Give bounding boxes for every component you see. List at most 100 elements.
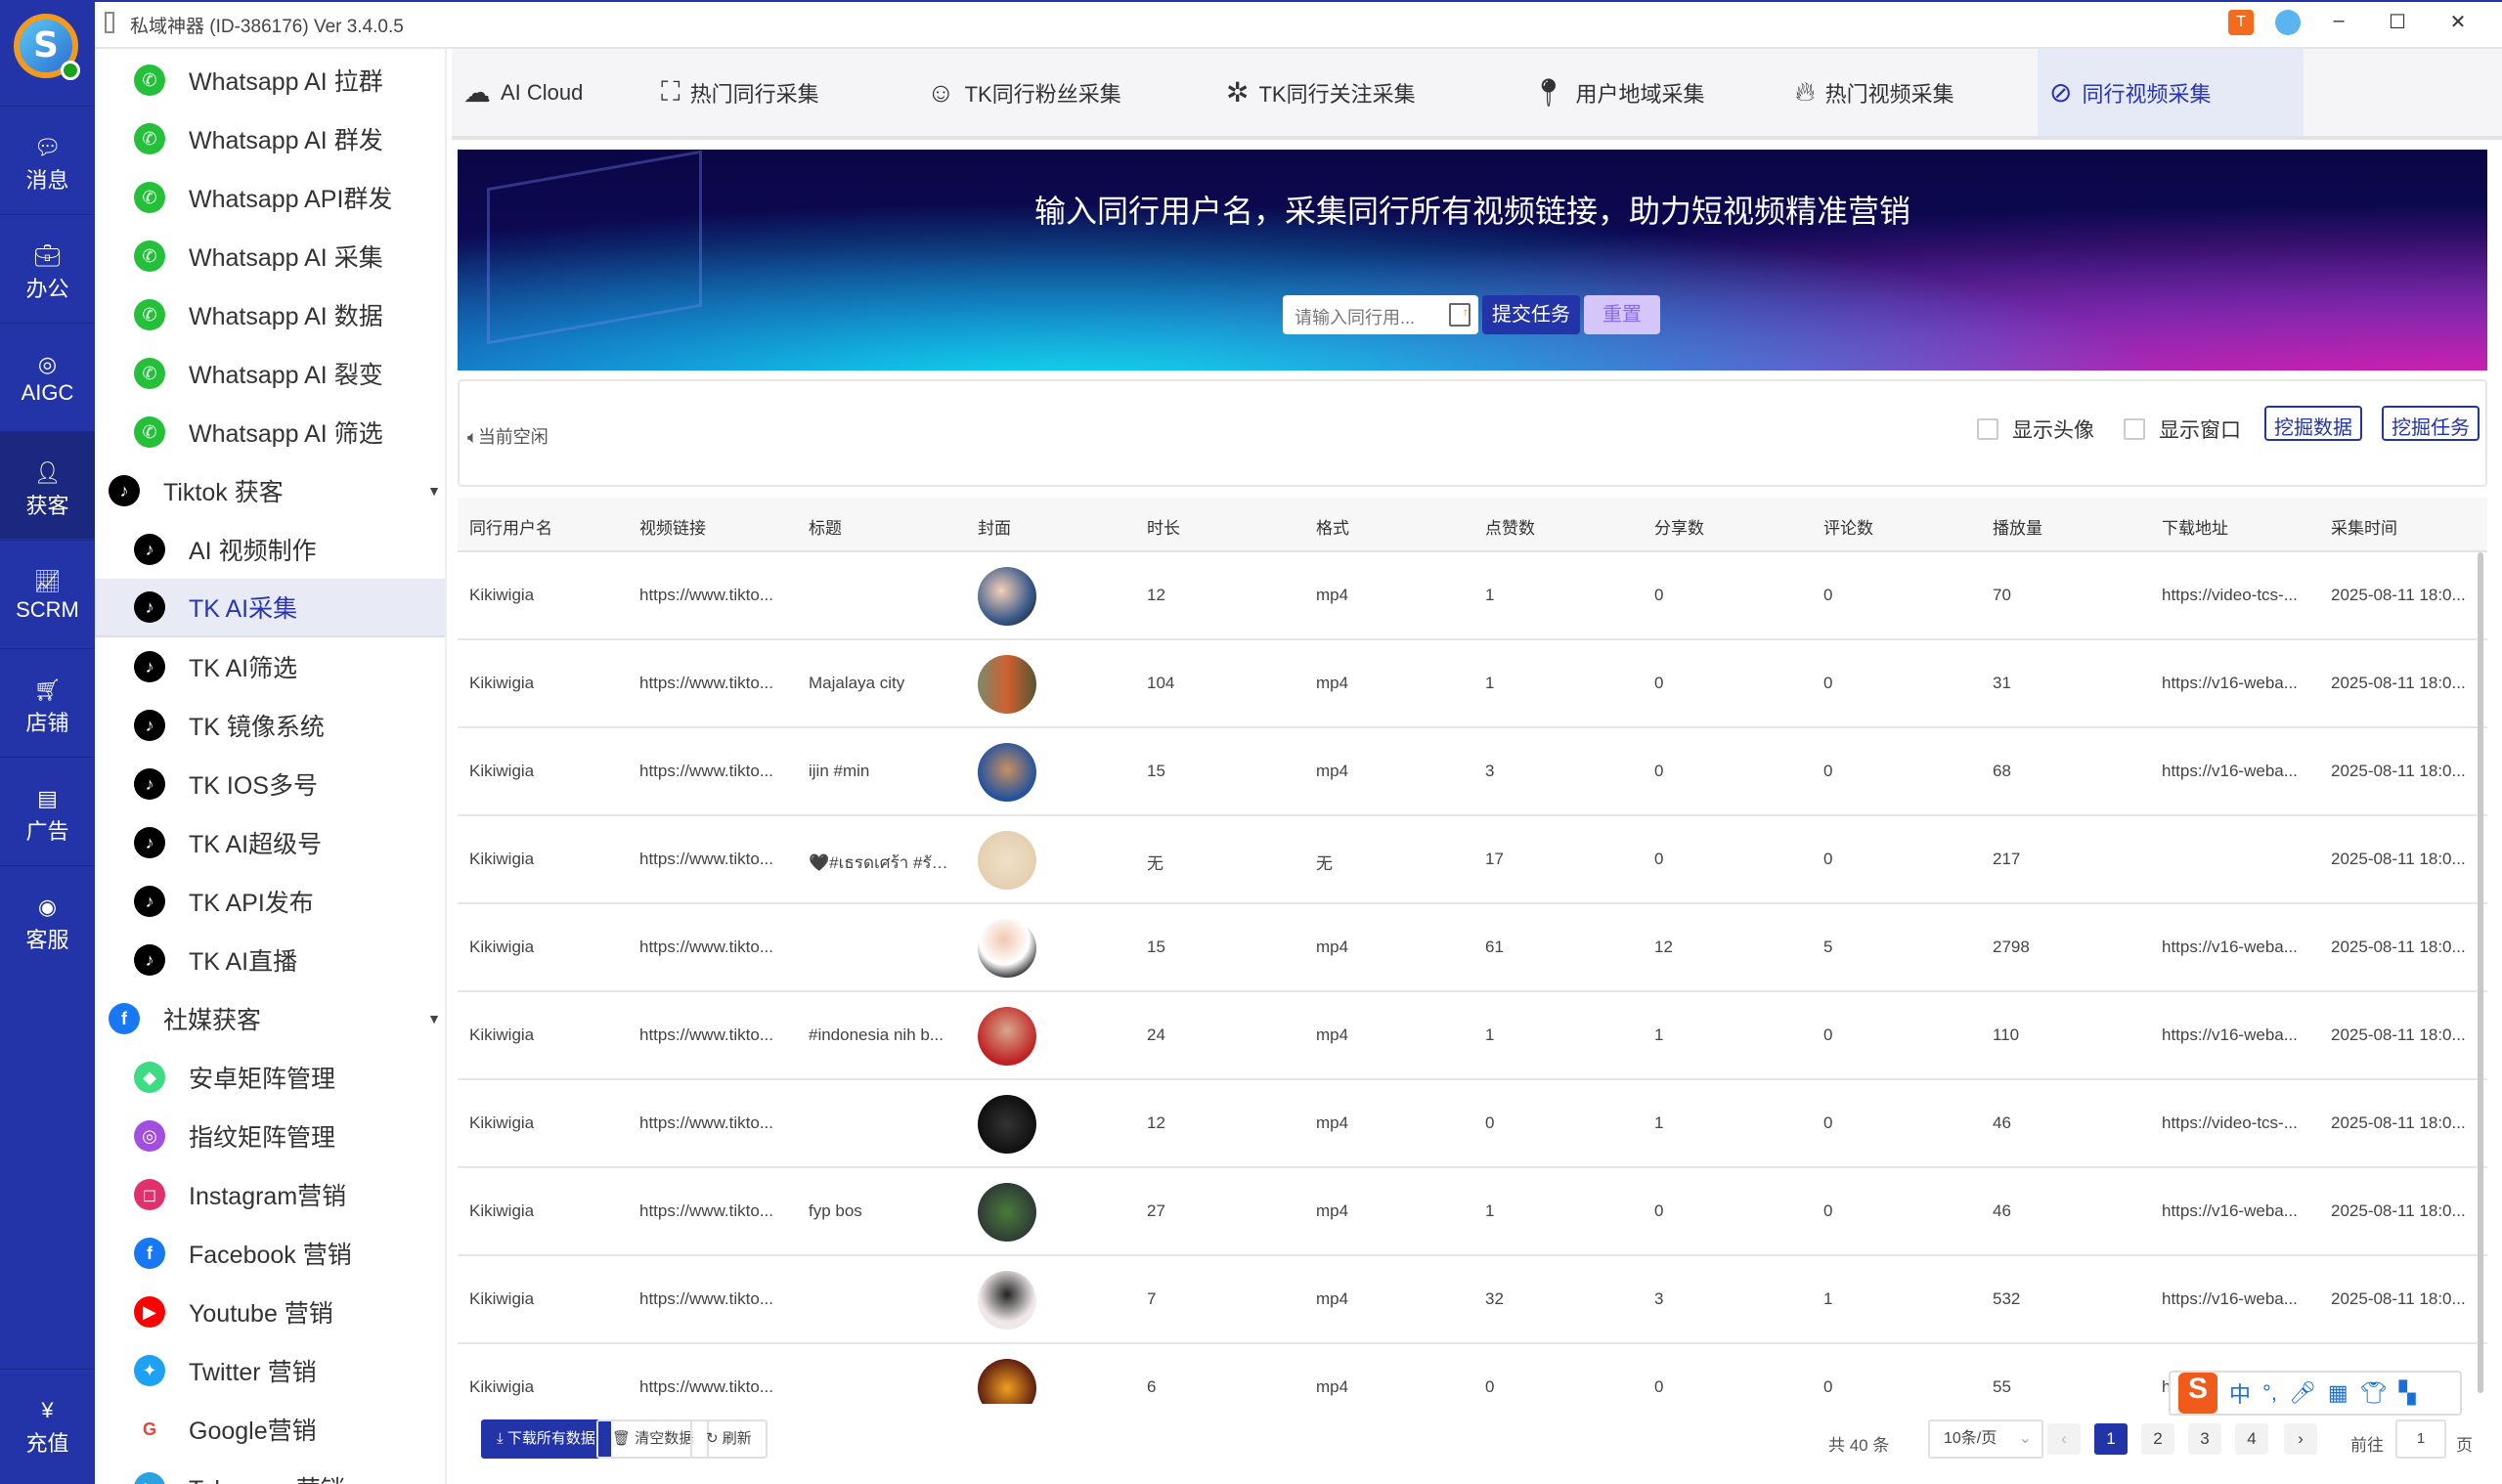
reset-button[interactable]: 重置 xyxy=(1584,295,1660,334)
tab-6[interactable]: ⊘ 同行视频采集 xyxy=(2038,49,2304,136)
table-row[interactable]: Kikiwigia https://www.tikto... Majalaya ci… xyxy=(458,640,2487,728)
page-button-2[interactable]: 2 xyxy=(2141,1423,2174,1455)
prev-page-button[interactable]: ‹ xyxy=(2047,1423,2081,1455)
video-link-cell[interactable]: https://www.tikto... xyxy=(639,1201,773,1220)
table-row[interactable]: Kikiwigia https://www.tikto... #indonesia … xyxy=(458,992,2487,1080)
cover-thumbnail[interactable] xyxy=(978,1183,1036,1242)
submenu-item-18[interactable]: ◎ 指纹矩阵管理 xyxy=(95,1107,445,1165)
column-header[interactable]: 时长 xyxy=(1147,519,1180,538)
column-header[interactable]: 采集时间 xyxy=(2331,519,2397,538)
clear-data-button[interactable]: 🗑︎ 清空数据 xyxy=(596,1419,710,1459)
tab-2[interactable]: ☺︎ TK同行粉丝采集 xyxy=(915,49,1133,136)
rail-item-recharge[interactable]: ¥ 充值 xyxy=(0,1369,95,1476)
page-size-select[interactable]: 10条/页 ⌄ xyxy=(1928,1419,2043,1459)
column-header[interactable]: 评论数 xyxy=(1823,519,1873,538)
submenu-item-0[interactable]: ✆ Whatsapp AI 拉群 xyxy=(95,51,445,109)
show-avatar-checkbox[interactable]: 显示头像 xyxy=(1977,415,2094,444)
download-url-cell[interactable]: https://video-tcs-... xyxy=(2162,1113,2298,1132)
submenu-item-10[interactable]: ♪ TK AI筛选 xyxy=(95,637,445,696)
video-link-cell[interactable]: https://www.tikto... xyxy=(639,1289,773,1308)
video-link-cell[interactable]: https://www.tikto... xyxy=(639,1377,773,1396)
microphone-icon[interactable]: 🎤︎ xyxy=(2288,1380,2316,1405)
table-row[interactable]: Kikiwigia https://www.tikto... fyp bos 27 mp… xyxy=(458,1168,2487,1256)
column-header[interactable]: 标题 xyxy=(809,519,842,538)
download-url-cell[interactable]: https://v16-weba... xyxy=(2162,674,2298,692)
ime-lang[interactable]: 中 xyxy=(2229,1382,2252,1407)
submenu-item-3[interactable]: ✆ Whatsapp AI 采集 xyxy=(95,227,445,285)
cover-thumbnail[interactable] xyxy=(978,743,1036,802)
video-link-cell[interactable]: https://www.tikto... xyxy=(639,586,773,604)
tab-3[interactable]: ✲ TK同行关注采集 xyxy=(1214,49,1427,136)
submenu-item-17[interactable]: ◆ 安卓矩阵管理 xyxy=(95,1048,445,1107)
submenu-item-20[interactable]: f Facebook 营销 xyxy=(95,1224,445,1283)
submenu-item-5[interactable]: ✆ Whatsapp AI 裂变 xyxy=(95,344,445,403)
submenu-item-23[interactable]: G Google营销 xyxy=(95,1400,445,1459)
video-link-cell[interactable]: https://www.tikto... xyxy=(639,1113,773,1132)
tab-1[interactable]: ⛶ 热门同行采集 xyxy=(649,49,831,136)
ime-toolbar[interactable]: S 中 °, 🎤︎ ▦ 👕︎ ▚ xyxy=(2169,1371,2462,1416)
table-row[interactable]: Kikiwigiahttps://www.tikto...6mp400055h.… xyxy=(458,1344,2487,1404)
mine-data-button[interactable]: 挖掘数据 xyxy=(2264,406,2362,441)
submenu-item-16[interactable]: f 社媒获客 ▼ xyxy=(95,989,445,1048)
video-link-cell[interactable]: https://www.tikto... xyxy=(639,938,773,956)
submenu-item-11[interactable]: ♪ TK 镜像系统 xyxy=(95,696,445,755)
mine-task-button[interactable]: 挖掘任务 xyxy=(2382,406,2480,441)
rail-item-5[interactable]: 🛒︎ 店铺 xyxy=(0,648,95,756)
column-header[interactable]: 封面 xyxy=(978,519,1011,538)
download-url-cell[interactable]: https://v16-weba... xyxy=(2162,1026,2298,1044)
download-url-cell[interactable]: https://v16-weba... xyxy=(2162,1289,2298,1308)
close-button[interactable]: ✕ xyxy=(2449,12,2467,33)
submenu-item-22[interactable]: ✦ Twitter 营销 xyxy=(95,1341,445,1400)
minimize-button[interactable]: – xyxy=(2333,10,2345,31)
table-row[interactable]: Kikiwigia https://www.tikto... 7 mp4 32 3 1 532… xyxy=(458,1256,2487,1344)
table-row[interactable]: Kikiwigia https://www.tikto... 15 mp4 61 12 5 2… xyxy=(458,904,2487,992)
tab-0[interactable]: ☁︎ AI Cloud xyxy=(452,49,594,136)
submenu-item-15[interactable]: ♪ TK AI直播 xyxy=(95,931,445,989)
submit-task-button[interactable]: 提交任务 xyxy=(1482,295,1580,334)
cover-thumbnail[interactable] xyxy=(978,1095,1036,1154)
download-url-cell[interactable]: https://v16-weba... xyxy=(2162,762,2298,780)
submenu-item-14[interactable]: ♪ TK API发布 xyxy=(95,872,445,931)
column-header[interactable]: 点赞数 xyxy=(1485,519,1535,538)
page-button-4[interactable]: 4 xyxy=(2235,1423,2268,1455)
download-url-cell[interactable]: https://v16-weba... xyxy=(2162,1201,2298,1220)
refresh-button[interactable]: ↻ 刷新 xyxy=(690,1419,768,1459)
column-header[interactable]: 格式 xyxy=(1316,519,1349,538)
cover-thumbnail[interactable] xyxy=(978,919,1036,978)
rail-item-0[interactable]: 💬︎ 消息 xyxy=(0,106,95,213)
goto-page-input[interactable]: 1 xyxy=(2395,1419,2446,1459)
rail-item-3[interactable]: 👤︎ 获客 xyxy=(0,431,95,539)
table-scrollbar[interactable] xyxy=(2478,552,2483,1393)
submenu-item-7[interactable]: ♪ Tiktok 获客 ▼ xyxy=(95,461,445,520)
user-avatar-icon[interactable] xyxy=(2275,10,2301,35)
apps-grid-icon[interactable]: ▚ xyxy=(2398,1380,2416,1405)
rail-item-4[interactable]: 📈︎ SCRM xyxy=(0,540,95,647)
username-input[interactable]: 请输入同行用... ↑ xyxy=(1283,295,1478,334)
column-header[interactable]: 下载地址 xyxy=(2162,519,2228,538)
table-row[interactable]: Kikiwigia https://www.tikto... 🖤#เธรดเศร้า… xyxy=(458,816,2487,904)
download-url-cell[interactable]: https://video-tcs-... xyxy=(2162,586,2298,604)
submenu-item-19[interactable]: ◻ Instagram营销 xyxy=(95,1165,445,1224)
submenu-item-12[interactable]: ♪ TK IOS多号 xyxy=(95,755,445,813)
submenu-item-2[interactable]: ✆ Whatsapp API群发 xyxy=(95,168,445,227)
tab-4[interactable]: 📍︎ 用户地域采集 xyxy=(1519,49,1717,136)
checkbox-box[interactable] xyxy=(1977,418,1998,440)
table-row[interactable]: Kikiwigia https://www.tikto... 12 mp4 0 1 0 46 h… xyxy=(458,1080,2487,1168)
cover-thumbnail[interactable] xyxy=(978,1271,1036,1330)
keyboard-icon[interactable]: ▦ xyxy=(2327,1380,2348,1405)
submenu-item-13[interactable]: ♪ TK AI超级号 xyxy=(95,813,445,872)
cover-thumbnail[interactable] xyxy=(978,1007,1036,1066)
video-link-cell[interactable]: https://www.tikto... xyxy=(639,762,773,780)
caret-down-icon[interactable]: ▼ xyxy=(427,1011,441,1026)
submenu-item-9[interactable]: ♪ TK AI采集 xyxy=(95,579,445,637)
submenu-item-1[interactable]: ✆ Whatsapp AI 群发 xyxy=(95,109,445,168)
next-page-button[interactable]: › xyxy=(2284,1423,2317,1455)
skin-icon[interactable]: 👕︎ xyxy=(2359,1380,2388,1405)
page-button-1[interactable]: 1 xyxy=(2094,1423,2128,1455)
submenu-item-21[interactable]: ▶ Youtube 营销 xyxy=(95,1283,445,1341)
submenu-item-6[interactable]: ✆ Whatsapp AI 筛选 xyxy=(95,403,445,461)
ime-punct[interactable]: °, xyxy=(2262,1380,2277,1405)
caret-down-icon[interactable]: ▼ xyxy=(427,483,441,499)
submenu-item-4[interactable]: ✆ Whatsapp AI 数据 xyxy=(95,285,445,344)
show-window-checkbox[interactable]: 显示窗口 xyxy=(2124,415,2241,444)
